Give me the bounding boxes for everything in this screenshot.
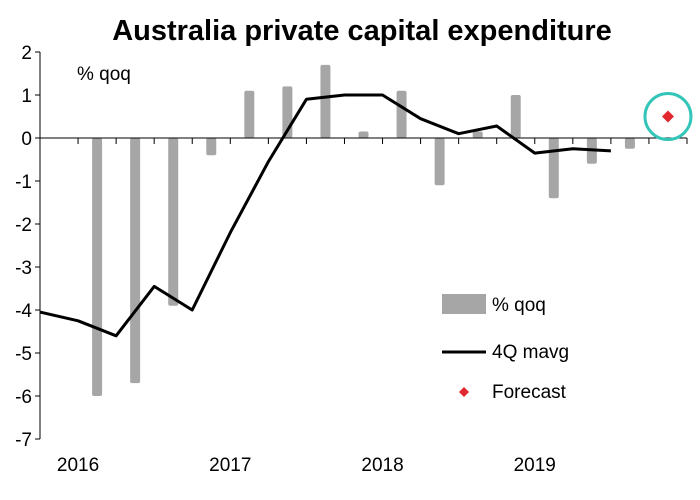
legend-swatch-forecast [459, 387, 469, 397]
x-tick-label: 2019 [514, 455, 556, 476]
legend-label-line: 4Q mavg [492, 342, 569, 363]
axes-layer: 2 1 0 -1 -2 -3 -4 -5 -6 -7 2016 2017 2018 2019 [15, 43, 688, 476]
y-axis-label: % qoq [77, 64, 131, 85]
legend-swatch-bar [442, 294, 486, 314]
y-tick-label: 2 [21, 43, 32, 64]
bar-2016Q4 [206, 138, 217, 156]
forecast-marker [661, 110, 674, 123]
legend-label-bar: % qoq [492, 295, 546, 316]
y-tick-label: -4 [15, 301, 32, 322]
y-tick-label: 0 [21, 129, 32, 150]
y-tick-label: -3 [15, 258, 32, 279]
y-tick-label: -2 [15, 215, 32, 236]
bar-2018Q3 [472, 131, 483, 138]
forecast-layer [643, 92, 693, 141]
bar-2017Q4 [358, 131, 369, 138]
y-tick-label: -7 [15, 430, 32, 451]
bar-2018Q2 [434, 138, 445, 186]
y-tick-label: 1 [21, 86, 32, 107]
bar-2019Q3 [624, 138, 635, 149]
legend: % qoq 4Q mavg Forecast [442, 294, 569, 403]
x-tick-label: 2018 [361, 455, 403, 476]
bars-layer [92, 64, 635, 396]
bar-2016Q1 [92, 138, 103, 396]
bar-2018Q1 [396, 90, 407, 138]
legend-label-forecast: Forecast [492, 382, 567, 403]
bar-2018Q4 [510, 95, 521, 138]
line-layer [39, 93, 611, 338]
y-tick-label: -5 [15, 344, 32, 365]
x-tick-label: 2017 [209, 455, 251, 476]
chart-title: Australia private capital expenditure [112, 15, 612, 47]
bar-2017Q3 [320, 64, 331, 138]
series-line-4q-mavg [39, 93, 611, 338]
y-tick-label: -6 [15, 387, 32, 408]
bar-2016Q2 [130, 138, 141, 384]
forecast-highlight-circle [643, 92, 693, 141]
bar-2017Q1 [244, 90, 255, 138]
bar-2016Q3 [168, 138, 179, 306]
y-tick-label: -1 [15, 172, 32, 193]
bar-2019Q1 [548, 138, 559, 199]
x-tick-label: 2016 [57, 455, 99, 476]
